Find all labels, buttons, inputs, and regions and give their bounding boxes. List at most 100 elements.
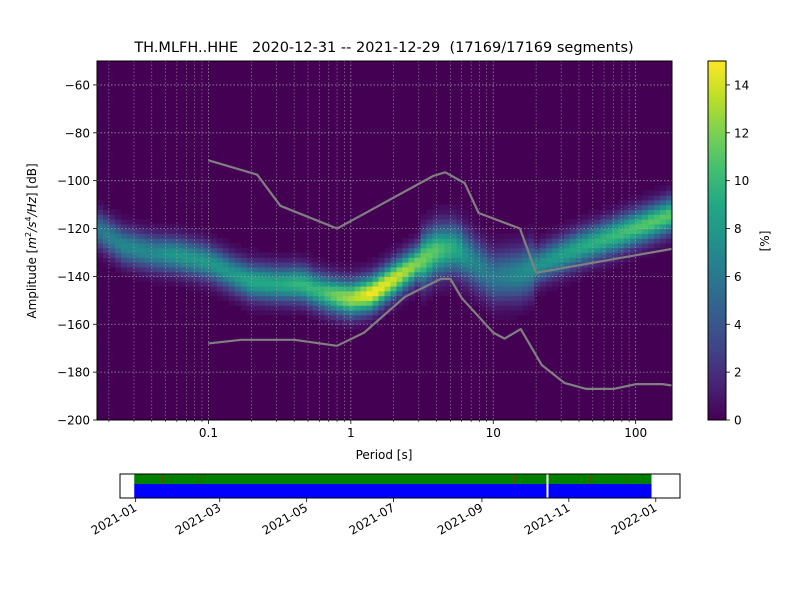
density-cell: [138, 266, 146, 273]
density-cell: [324, 295, 332, 301]
density-cell: [156, 223, 164, 230]
density-cell: [636, 238, 643, 244]
density-cell: [456, 252, 463, 258]
colorbar-tick-label: 6: [734, 270, 742, 284]
density-cell: [480, 257, 487, 263]
density-cell: [126, 257, 134, 263]
density-cell: [516, 238, 523, 244]
density-cell: [210, 242, 218, 249]
density-cell: [510, 257, 517, 263]
density-cell: [414, 247, 422, 254]
density-cell: [564, 233, 571, 239]
density-cell: [612, 238, 619, 244]
density-cell: [450, 257, 457, 263]
density-cell: [390, 281, 398, 287]
density-cell: [588, 218, 595, 225]
density-cell: [132, 252, 140, 258]
density-cell: [198, 281, 206, 287]
density-cell: [558, 238, 565, 244]
density-cell: [372, 309, 380, 316]
density-cell: [288, 257, 296, 263]
density-cell: [498, 281, 505, 287]
density-cell: [504, 252, 511, 258]
density-cell: [97, 204, 104, 210]
density-cell: [216, 276, 224, 282]
density-cell: [120, 271, 128, 277]
density-cell: [480, 276, 487, 282]
density-cell: [330, 300, 338, 306]
density-cell: [252, 252, 260, 258]
density-cell: [426, 285, 434, 292]
density-cell: [108, 209, 116, 215]
density-cell: [558, 271, 565, 277]
density-cell: [282, 295, 290, 301]
density-cell: [330, 295, 338, 301]
density-cell: [408, 252, 416, 258]
density-cell: [462, 214, 469, 220]
density-cell: [480, 281, 487, 287]
density-cell: [186, 276, 194, 282]
density-cell: [246, 285, 254, 292]
density-cell: [498, 314, 505, 321]
density-cell: [372, 276, 380, 282]
density-cell: [97, 242, 104, 249]
density-cell: [438, 228, 445, 234]
density-cell: [528, 281, 535, 287]
density-cell: [612, 228, 619, 234]
density-cell: [246, 271, 254, 277]
density-cell: [336, 271, 344, 277]
density-cell: [390, 252, 398, 258]
density-cell: [264, 257, 272, 263]
density-cell: [540, 271, 547, 277]
density-cell: [246, 257, 254, 263]
density-cell: [138, 218, 146, 225]
density-cell: [234, 247, 242, 254]
density-cell: [144, 262, 152, 268]
density-cell: [510, 247, 517, 254]
density-cell: [312, 257, 320, 263]
density-cell: [156, 271, 164, 277]
density-cell: [564, 228, 571, 234]
density-cell: [438, 257, 445, 263]
density-cell: [354, 319, 362, 325]
density-cell: [306, 262, 314, 268]
density-cell: [468, 300, 475, 306]
density-cell: [486, 285, 493, 292]
density-cell: [408, 238, 416, 244]
density-cell: [450, 214, 457, 220]
density-cell: [480, 228, 487, 234]
density-cell: [540, 276, 547, 282]
density-cell: [144, 223, 152, 230]
density-cell: [336, 281, 344, 287]
density-cell: [570, 252, 577, 258]
density-cell: [576, 247, 583, 254]
density-cell: [378, 300, 386, 306]
density-cell: [174, 238, 182, 244]
density-cell: [594, 218, 601, 225]
density-cell: [654, 199, 661, 206]
density-cell: [228, 295, 236, 301]
density-cell: [516, 300, 523, 306]
density-cell: [642, 204, 649, 210]
density-cell: [204, 257, 212, 263]
density-cell: [468, 285, 475, 292]
density-cell: [366, 271, 374, 277]
density-cell: [450, 266, 457, 273]
density-cell: [312, 309, 320, 316]
density-cell: [108, 257, 116, 263]
density-cell: [354, 309, 362, 316]
density-cell: [186, 247, 194, 254]
density-cell: [330, 290, 338, 297]
density-cell: [642, 252, 649, 258]
density-cell: [540, 290, 547, 297]
y-tick-label: −200: [57, 414, 90, 428]
density-cell: [312, 314, 320, 321]
density-cell: [558, 223, 565, 230]
density-cell: [516, 257, 523, 263]
density-cell: [660, 209, 667, 215]
density-cell: [306, 252, 314, 258]
density-cell: [630, 233, 637, 239]
density-cell: [234, 271, 242, 277]
density-cell: [402, 238, 410, 244]
density-cell: [420, 295, 428, 301]
